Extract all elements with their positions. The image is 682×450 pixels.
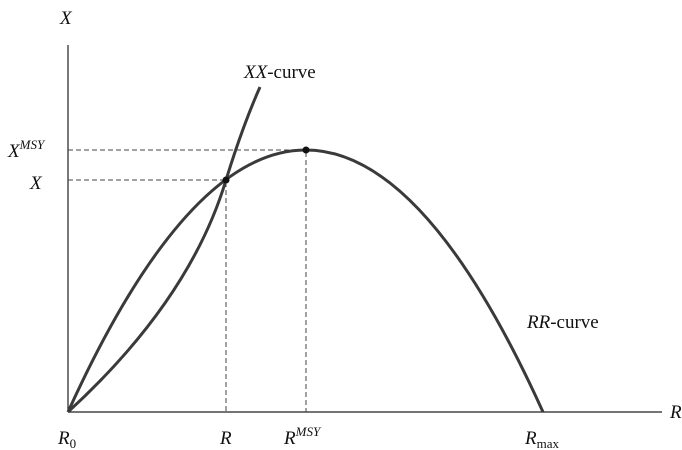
rr-curve-label: RR-curve <box>526 312 599 333</box>
point <box>302 146 310 154</box>
y-tick-label: X <box>29 173 43 194</box>
x-tick-label: RMSY <box>283 424 322 449</box>
x-tick-label: Rmax <box>524 428 559 450</box>
guide-msy <box>68 149 307 412</box>
label-part: R <box>524 428 537 449</box>
y-axis-label: X <box>59 8 73 29</box>
label-part: R <box>57 428 70 449</box>
point <box>222 176 230 184</box>
x-tick-label: R0 <box>57 428 76 450</box>
x-axis-label: R <box>669 402 682 423</box>
label-part: R <box>219 428 232 449</box>
label-part: -curve <box>267 62 316 83</box>
label-part: RR <box>526 312 551 333</box>
label-part: R <box>283 428 296 449</box>
label-part: 0 <box>70 436 77 450</box>
label-part: MSY <box>295 424 322 439</box>
label-part: XX <box>243 62 269 83</box>
label-part: X <box>7 141 21 162</box>
y-tick-label: XMSY <box>7 137 46 162</box>
xx-curve <box>66 86 262 414</box>
label-part: X <box>29 173 43 194</box>
xx-curve-label: XX-curve <box>243 62 316 83</box>
guide-x <box>68 179 227 412</box>
x-tick-label: R <box>219 428 232 449</box>
label-part: max <box>537 436 560 450</box>
label-part: -curve <box>550 312 599 333</box>
label-part: MSY <box>19 137 46 152</box>
